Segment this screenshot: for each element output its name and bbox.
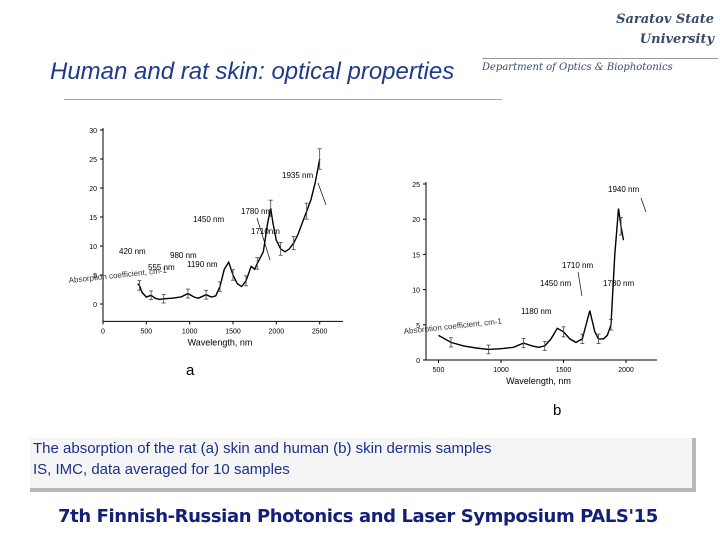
y-tick-label-0-5: 5 (93, 273, 97, 280)
peak-annotation-1-4: 1180 nm (521, 307, 552, 316)
x-tick-label-1-0: 500 (433, 367, 445, 374)
peak-annotation-1-3: 1780 nm (603, 279, 634, 288)
panel-label-a: a (186, 362, 195, 379)
department-name: Department of Optics & Biophotonics (482, 62, 673, 73)
y-tick-label-0-6: 0 (93, 302, 97, 309)
y-axis-title-1: Absorption coefficient, cm-1 (403, 317, 503, 336)
annotation-leader-1-1 (577, 271, 583, 297)
peak-annotation-1-0: 1940 nm (608, 185, 639, 194)
conference-footer: 7th Finnish-Russian Photonics and Laser … (58, 506, 658, 527)
slide-title: Human and rat skin: optical properties (50, 58, 455, 85)
annotation-leader-0-0 (317, 182, 327, 206)
annotation-leader-0-1 (256, 217, 271, 261)
header-divider (482, 58, 718, 59)
x-tick-label-1-2: 1500 (556, 367, 572, 374)
title-underline (64, 99, 502, 100)
y-tick-label-1-5: 0 (416, 358, 420, 365)
x-tick-label-1-3: 2000 (618, 367, 634, 374)
caption-line-1: The absorption of the rat (a) skin and h… (33, 440, 492, 457)
university-line-2: University (639, 32, 714, 47)
y-tick-label-1-1: 20 (412, 217, 420, 224)
peak-annotation-0-2: 1450 nm (193, 215, 224, 224)
y-tick-label-1-4: 5 (416, 323, 420, 330)
y-tick-label-1-3: 10 (412, 288, 420, 295)
x-tick-label-0-5: 2500 (312, 328, 328, 335)
peak-annotation-0-6: 1190 nm (187, 260, 218, 269)
x-tick-label-1-1: 1000 (493, 367, 509, 374)
y-tick-label-0-4: 10 (89, 244, 97, 251)
university-name: Saratov State University (616, 10, 714, 50)
x-tick-label-0-2: 1000 (182, 328, 198, 335)
panel-label-b: b (553, 402, 562, 419)
figure-caption: The absorption of the rat (a) skin and h… (30, 438, 696, 492)
x-axis-title-0: Wavelength, nm (188, 337, 253, 347)
y-tick-label-0-1: 25 (89, 157, 97, 164)
x-tick-label-0-1: 500 (140, 328, 152, 335)
peak-annotation-0-3: 1710nm (251, 227, 280, 236)
x-tick-label-0-3: 1500 (225, 328, 241, 335)
peak-annotation-0-0: 1935 nm (282, 171, 313, 180)
x-axis-title-1: Wavelength, nm (506, 376, 571, 386)
x-tick-label-0-4: 2000 (269, 328, 285, 335)
y-tick-label-0-0: 30 (89, 128, 97, 135)
peak-annotation-0-1: 1780 nm (241, 207, 272, 216)
annotation-leader-1-0 (640, 197, 647, 213)
y-tick-label-1-0: 25 (412, 182, 420, 189)
y-tick-label-0-2: 20 (89, 186, 97, 193)
y-tick-label-1-2: 15 (412, 252, 420, 259)
y-tick-label-0-3: 15 (89, 215, 97, 222)
peak-annotation-1-1: 1710 nm (562, 261, 593, 270)
caption-line-2: IS, IMC, data averaged for 10 samples (33, 461, 290, 478)
peak-annotation-1-2: 1450 nm (540, 279, 571, 288)
x-tick-label-0-0: 0 (101, 328, 105, 335)
peak-annotation-0-4: 980 nm (170, 251, 197, 260)
university-line-1: Saratov State (616, 12, 714, 27)
series-line-0-0 (137, 158, 321, 301)
peak-annotation-0-7: 555 nm (148, 263, 175, 272)
peak-annotation-0-5: 420 nm (119, 247, 146, 256)
